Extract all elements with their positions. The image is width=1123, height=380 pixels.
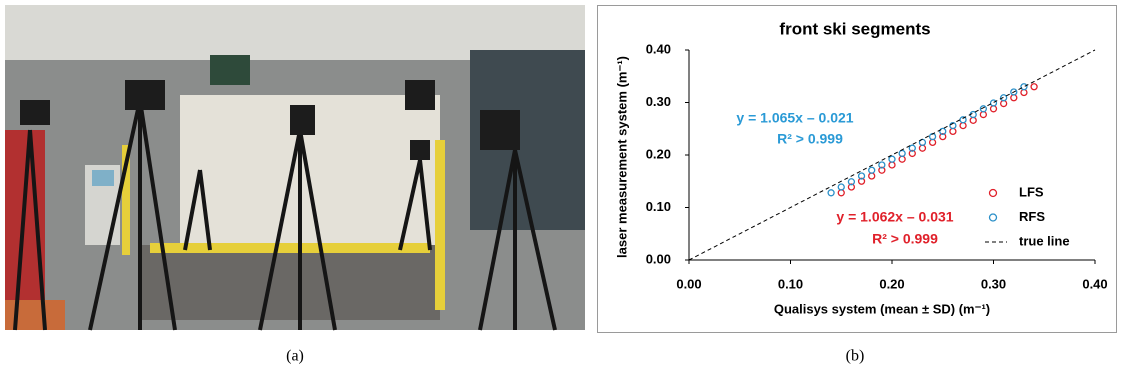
x-tick-label: 0.00 [676,276,701,291]
photo [5,5,585,330]
y-tick-label: 0.30 [646,94,671,109]
y-tick-label: 0.20 [646,146,671,161]
x-tick-label: 0.30 [981,276,1006,291]
x-tick-label: 0.10 [778,276,803,291]
panel-label: (b) [846,348,865,365]
legend-label: true line [1019,233,1070,248]
yellow-post [435,140,445,310]
chart-frame [598,6,1117,333]
annotation: y = 1.065x – 0.021 [736,110,853,126]
chart-title: front ski segments [779,19,930,38]
figure: (a) (b) front ski segments Qualisys syst… [0,0,1123,375]
camera [125,80,165,110]
annotation: R² > 0.999 [872,231,938,247]
y-axis-title: laser measurement system (m⁻¹) [614,56,629,258]
y-tick-label: 0.40 [646,41,671,56]
screen [92,170,114,186]
camera [480,110,520,150]
panel-label: (a) [286,348,304,365]
y-tick-label: 0.00 [646,251,671,266]
track-base [140,245,440,320]
track-rail [150,243,430,253]
annotation: y = 1.062x – 0.031 [836,209,953,225]
x-tick-label: 0.20 [879,276,904,291]
camera [405,80,435,110]
legend-label: LFS [1019,184,1044,199]
y-tick-label: 0.10 [646,199,671,214]
annotation: R² > 0.999 [777,131,843,147]
camera [290,105,315,135]
x-axis-title: Qualisys system (mean ± SD) (m⁻¹) [774,301,990,316]
lamp [210,55,250,85]
x-tick-label: 0.40 [1082,276,1107,291]
legend-label: RFS [1019,209,1045,224]
camera [410,140,430,160]
camera [20,100,50,125]
